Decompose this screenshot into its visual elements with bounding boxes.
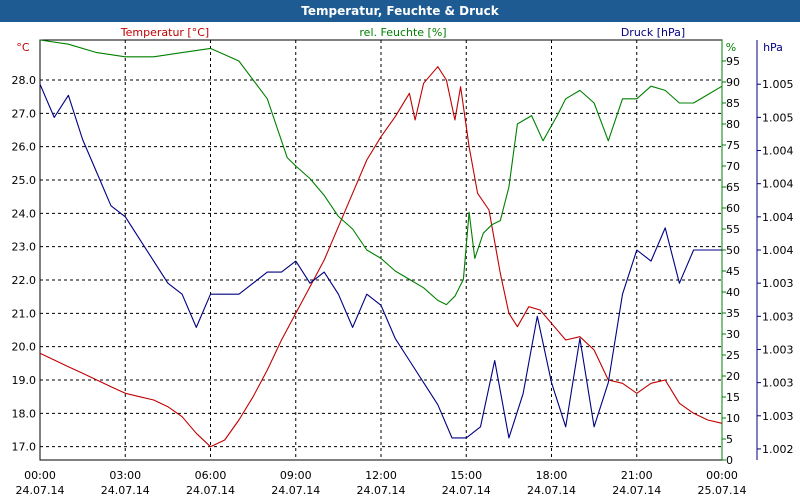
y-tick-humidity: 40 <box>726 286 740 299</box>
y-tick-pressure: 1.003 <box>762 343 794 356</box>
y-tick-pressure: 1.004 <box>762 211 794 224</box>
y-tick-pressure: 1.004 <box>762 145 794 158</box>
x-tick-date: 24.07.14 <box>271 484 320 497</box>
x-tick-time: 21:00 <box>621 469 653 482</box>
y-tick-humidity: 70 <box>726 160 740 173</box>
x-tick-time: 00:00 <box>24 469 56 482</box>
y-tick-pressure: 1.005 <box>762 111 794 124</box>
window-title: Temperatur, Feuchte & Druck <box>0 0 800 22</box>
x-tick-time: 00:00 <box>706 469 738 482</box>
y-tick-humidity: 90 <box>726 76 740 89</box>
y-tick-humidity: 25 <box>726 349 740 362</box>
x-tick-date: 24.07.14 <box>16 484 65 497</box>
y-tick-temp: 23.0 <box>12 241 37 254</box>
series-line-press <box>39 83 722 439</box>
y-tick-humidity: 95 <box>726 55 740 68</box>
y-tick-temp: 20.0 <box>12 341 37 354</box>
y-tick-humidity: 65 <box>726 181 740 194</box>
x-tick-time: 12:00 <box>365 469 397 482</box>
y-tick-temp: 22.0 <box>12 274 37 287</box>
y-tick-humidity: 75 <box>726 139 740 152</box>
y-tick-pressure: 1.003 <box>762 277 794 290</box>
y-tick-temp: 27.0 <box>12 107 37 120</box>
x-tick-time: 06:00 <box>195 469 227 482</box>
x-tick-date: 24.07.14 <box>186 484 235 497</box>
legend-temp: Temperatur [°C] <box>120 26 209 39</box>
y-tick-pressure: 1.002 <box>762 443 794 456</box>
x-tick-date: 24.07.14 <box>442 484 491 497</box>
y-tick-temp: 18.0 <box>12 407 37 420</box>
series-line-temp <box>39 66 723 448</box>
y-tick-humidity: 10 <box>726 412 740 425</box>
y-tick-pressure: 1.004 <box>762 178 794 191</box>
series-line-hum <box>39 39 723 306</box>
y-tick-temp: 19.0 <box>12 374 37 387</box>
y-tick-humidity: 15 <box>726 391 740 404</box>
x-tick-date: 25.07.14 <box>698 484 747 497</box>
x-tick-date: 24.07.14 <box>527 484 576 497</box>
y-tick-humidity: 85 <box>726 97 740 110</box>
y-tick-temp: 28.0 <box>12 74 37 87</box>
y-tick-temp: 24.0 <box>12 207 37 220</box>
x-tick-time: 15:00 <box>450 469 482 482</box>
y-tick-temp: 25.0 <box>12 174 37 187</box>
y-axis-unit-temp: °C <box>16 41 30 54</box>
y-tick-pressure: 1.004 <box>762 244 794 257</box>
y-tick-pressure: 1.003 <box>762 377 794 390</box>
y-axis-unit-pressure: hPa <box>763 41 783 54</box>
y-tick-humidity: 60 <box>726 202 740 215</box>
y-tick-humidity: 80 <box>726 118 740 131</box>
y-axis-unit-humidity: % <box>726 41 736 54</box>
y-tick-humidity: 30 <box>726 328 740 341</box>
y-tick-temp: 17.0 <box>12 441 37 454</box>
x-tick-time: 18:00 <box>536 469 568 482</box>
y-tick-pressure: 1.005 <box>762 78 794 91</box>
legend-humidity: rel. Feuchte [%] <box>359 26 446 39</box>
y-tick-temp: 21.0 <box>12 307 37 320</box>
y-tick-temp: 26.0 <box>12 141 37 154</box>
x-tick-time: 09:00 <box>280 469 312 482</box>
y-tick-humidity: 20 <box>726 370 740 383</box>
y-tick-humidity: 5 <box>726 433 733 446</box>
x-tick-date: 24.07.14 <box>357 484 406 497</box>
legend-pressure: Druck [hPa] <box>621 26 685 39</box>
y-tick-humidity: 0 <box>726 454 733 467</box>
y-tick-humidity: 35 <box>726 307 740 320</box>
x-tick-time: 03:00 <box>109 469 141 482</box>
y-tick-humidity: 50 <box>726 244 740 257</box>
y-tick-pressure: 1.003 <box>762 410 794 423</box>
y-tick-humidity: 45 <box>726 265 740 278</box>
x-tick-date: 24.07.14 <box>101 484 150 497</box>
x-tick-date: 24.07.14 <box>612 484 661 497</box>
y-tick-humidity: 55 <box>726 223 740 236</box>
y-tick-pressure: 1.003 <box>762 310 794 323</box>
